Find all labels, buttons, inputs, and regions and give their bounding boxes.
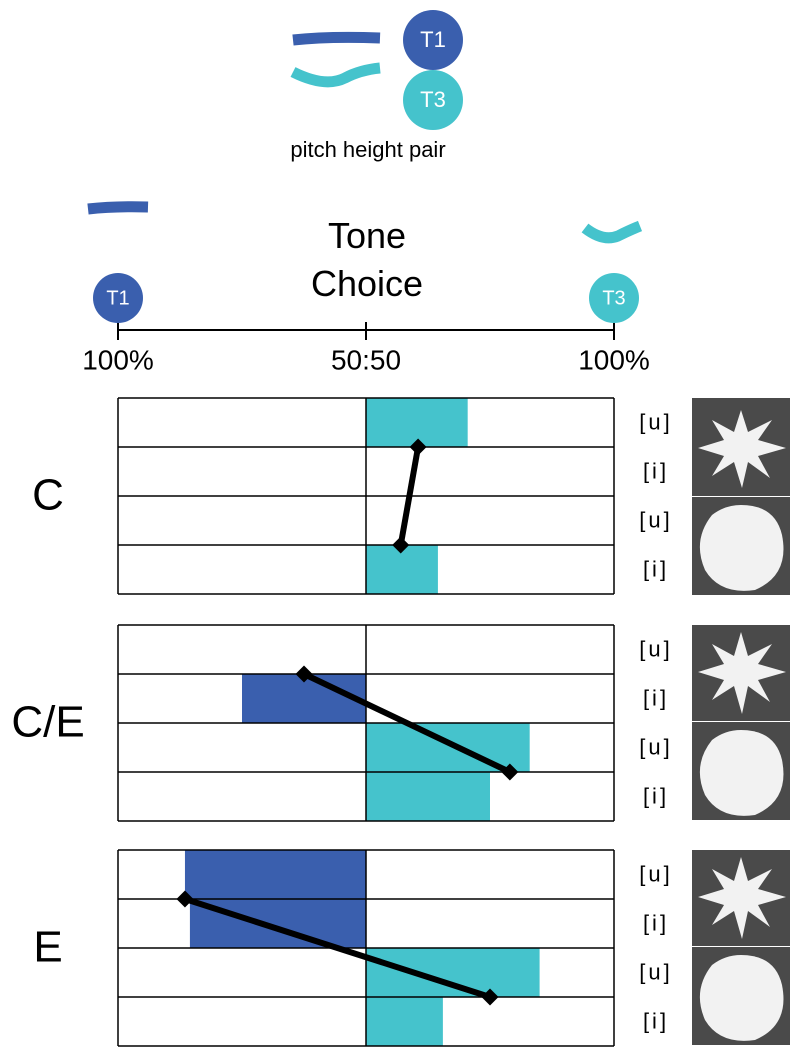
legend-label: T1 xyxy=(420,27,446,52)
line-marker xyxy=(501,763,519,781)
row-label: [i] xyxy=(643,910,669,935)
axis-end-label: T3 xyxy=(602,287,625,309)
line-marker xyxy=(409,438,427,456)
legend-caption: pitch height pair xyxy=(290,137,445,162)
row-label: [i] xyxy=(643,685,669,710)
x-tick-label: 100% xyxy=(82,344,154,375)
t3-contour xyxy=(581,220,643,244)
bar xyxy=(366,772,490,821)
row-label: [u] xyxy=(639,861,672,886)
bar xyxy=(366,398,468,447)
row-label: [u] xyxy=(639,409,672,434)
legend-marker xyxy=(403,10,463,70)
row-label: [u] xyxy=(639,734,672,759)
bar xyxy=(184,850,366,899)
line-marker xyxy=(392,536,410,554)
bar xyxy=(366,723,530,772)
x-tick-label: 50:50 xyxy=(331,344,401,375)
panel-title: C xyxy=(32,471,64,520)
row-label: [i] xyxy=(643,556,669,581)
row-label: [i] xyxy=(643,458,669,483)
t3-contour xyxy=(290,62,381,88)
row-label: [u] xyxy=(639,507,672,532)
bar xyxy=(366,997,443,1046)
bar xyxy=(366,948,540,997)
panel-title: E xyxy=(33,923,62,972)
t1-contour xyxy=(292,31,381,46)
row-label: [i] xyxy=(643,1008,669,1033)
line-marker xyxy=(176,890,194,908)
line xyxy=(184,896,491,1000)
axis-end-label: T1 xyxy=(106,287,129,309)
axis-title: Tone Choice xyxy=(310,215,424,304)
t1-contour xyxy=(87,201,149,215)
axis-end-marker xyxy=(589,273,639,323)
x-tick-label: 100% xyxy=(578,344,650,375)
row-label: [u] xyxy=(639,636,672,661)
row-label: [i] xyxy=(643,783,669,808)
axis-end-marker xyxy=(93,273,143,323)
line-marker xyxy=(481,988,499,1006)
line-marker xyxy=(295,665,313,683)
row-label: [u] xyxy=(639,959,672,984)
legend-label: T3 xyxy=(420,87,446,112)
legend-marker xyxy=(403,70,463,130)
bar xyxy=(366,545,438,594)
line xyxy=(397,446,422,546)
line xyxy=(302,671,512,775)
photo xyxy=(692,398,790,1045)
panel-title: C/E xyxy=(11,698,84,747)
